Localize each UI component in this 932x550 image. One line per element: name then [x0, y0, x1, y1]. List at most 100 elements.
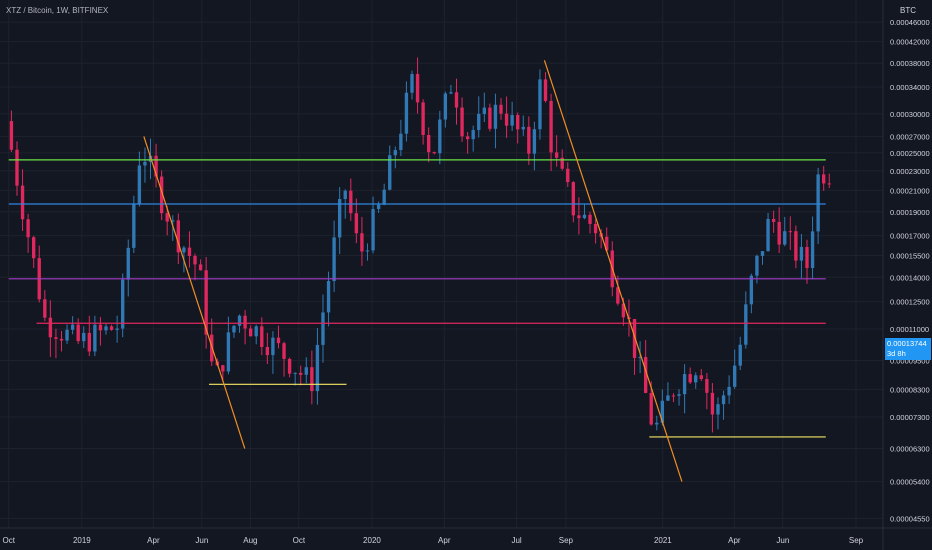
y-tick-label: 0.00007300: [890, 413, 930, 422]
candle-body: [810, 231, 815, 268]
candle-body: [137, 165, 142, 205]
x-tick-label: Oct: [3, 536, 16, 545]
candle-body: [337, 199, 342, 238]
candle-body: [182, 247, 186, 253]
candle-body: [554, 152, 559, 158]
candle-body: [237, 315, 242, 326]
candle-body: [204, 270, 208, 335]
x-tick-label: Jun: [776, 536, 789, 545]
candle-body: [532, 129, 537, 154]
candle-body: [593, 223, 598, 234]
candle-body: [87, 332, 91, 352]
candle-body: [538, 79, 542, 130]
candle-body: [59, 338, 64, 341]
x-tick-label: Apr: [438, 536, 451, 545]
y-tick-label: 0.00014000: [890, 273, 930, 282]
candle-body: [727, 386, 731, 396]
candle-body: [388, 155, 392, 190]
candle-body: [221, 365, 225, 372]
candle-body: [299, 372, 303, 375]
candle-body: [616, 287, 620, 304]
y-tick-label: 0.00038000: [890, 59, 930, 68]
candle-body: [504, 113, 509, 126]
candle-body: [454, 92, 459, 108]
y-tick-label: 0.00034000: [890, 83, 930, 92]
candle-body: [705, 379, 709, 393]
candle-body: [43, 299, 47, 318]
candle-body: [315, 344, 320, 392]
candle-body: [31, 237, 36, 259]
candle-body: [165, 213, 169, 222]
candle-body: [477, 113, 481, 131]
candle-body: [282, 343, 286, 359]
candle-body: [577, 215, 581, 219]
candle-body: [287, 358, 292, 374]
candle-body: [783, 231, 787, 245]
y-tick-label: 0.00005400: [890, 478, 930, 487]
candle-body: [15, 149, 19, 186]
candle-body: [365, 250, 370, 252]
candle-body: [326, 281, 331, 313]
candle-body: [482, 107, 486, 114]
x-tick-label: Aug: [243, 536, 257, 545]
candle-body: [499, 104, 503, 114]
candle-body: [521, 126, 525, 130]
candle-body: [121, 279, 125, 329]
candle-body: [360, 233, 364, 252]
candle-body: [65, 329, 69, 341]
candle-body: [260, 326, 264, 347]
candle-body: [20, 185, 25, 220]
candle-body: [332, 237, 336, 282]
candle-body: [605, 236, 609, 251]
candle-body: [243, 315, 247, 329]
candle-body: [343, 190, 347, 200]
candle-body: [171, 220, 175, 222]
candle-body: [488, 107, 492, 129]
candle-body: [393, 150, 397, 156]
candle-body: [671, 395, 676, 397]
price-unit-label: BTC: [900, 6, 916, 15]
candle-body: [449, 92, 453, 94]
candle-body: [9, 121, 14, 150]
last-price-badge: 0.00013744 3d 8h: [885, 338, 931, 360]
candle-body: [82, 332, 86, 342]
candle-body: [293, 372, 297, 374]
candle-body: [187, 247, 192, 256]
candle-body: [321, 312, 325, 345]
y-tick-label: 0.00012500: [890, 298, 930, 307]
candle-body: [516, 114, 520, 130]
x-tick-label: 2019: [73, 536, 91, 545]
candle-body: [304, 367, 308, 375]
candle-body: [438, 119, 442, 154]
x-tick-label: Apr: [147, 536, 160, 545]
trendline: [143, 136, 246, 449]
candle-body: [666, 395, 670, 401]
candle-body: [493, 104, 498, 129]
candle-body: [777, 221, 781, 245]
candle-body: [254, 326, 258, 337]
x-tick-label: Sep: [559, 536, 574, 545]
candle-body: [276, 337, 281, 344]
candle-body: [566, 168, 570, 183]
candle-body: [70, 324, 75, 330]
candle-body: [471, 130, 475, 140]
candle-body: [632, 319, 637, 358]
candle-body: [760, 251, 765, 256]
candle-body: [816, 174, 820, 232]
candle-body: [421, 102, 425, 136]
candle-body: [682, 374, 687, 395]
candle-body: [732, 365, 737, 387]
candle-body: [198, 264, 203, 271]
x-tick-label: 2020: [363, 536, 381, 545]
candle-body: [432, 152, 436, 154]
candle-body: [404, 92, 409, 134]
bar-countdown: 3d 8h: [887, 349, 906, 358]
trendline: [543, 60, 683, 482]
y-tick-label: 0.00008300: [890, 385, 930, 394]
y-tick-label: 0.00004550: [890, 514, 930, 523]
candle-body: [232, 325, 236, 333]
y-tick-label: 0.00023000: [890, 167, 930, 176]
candle-body: [126, 247, 130, 280]
